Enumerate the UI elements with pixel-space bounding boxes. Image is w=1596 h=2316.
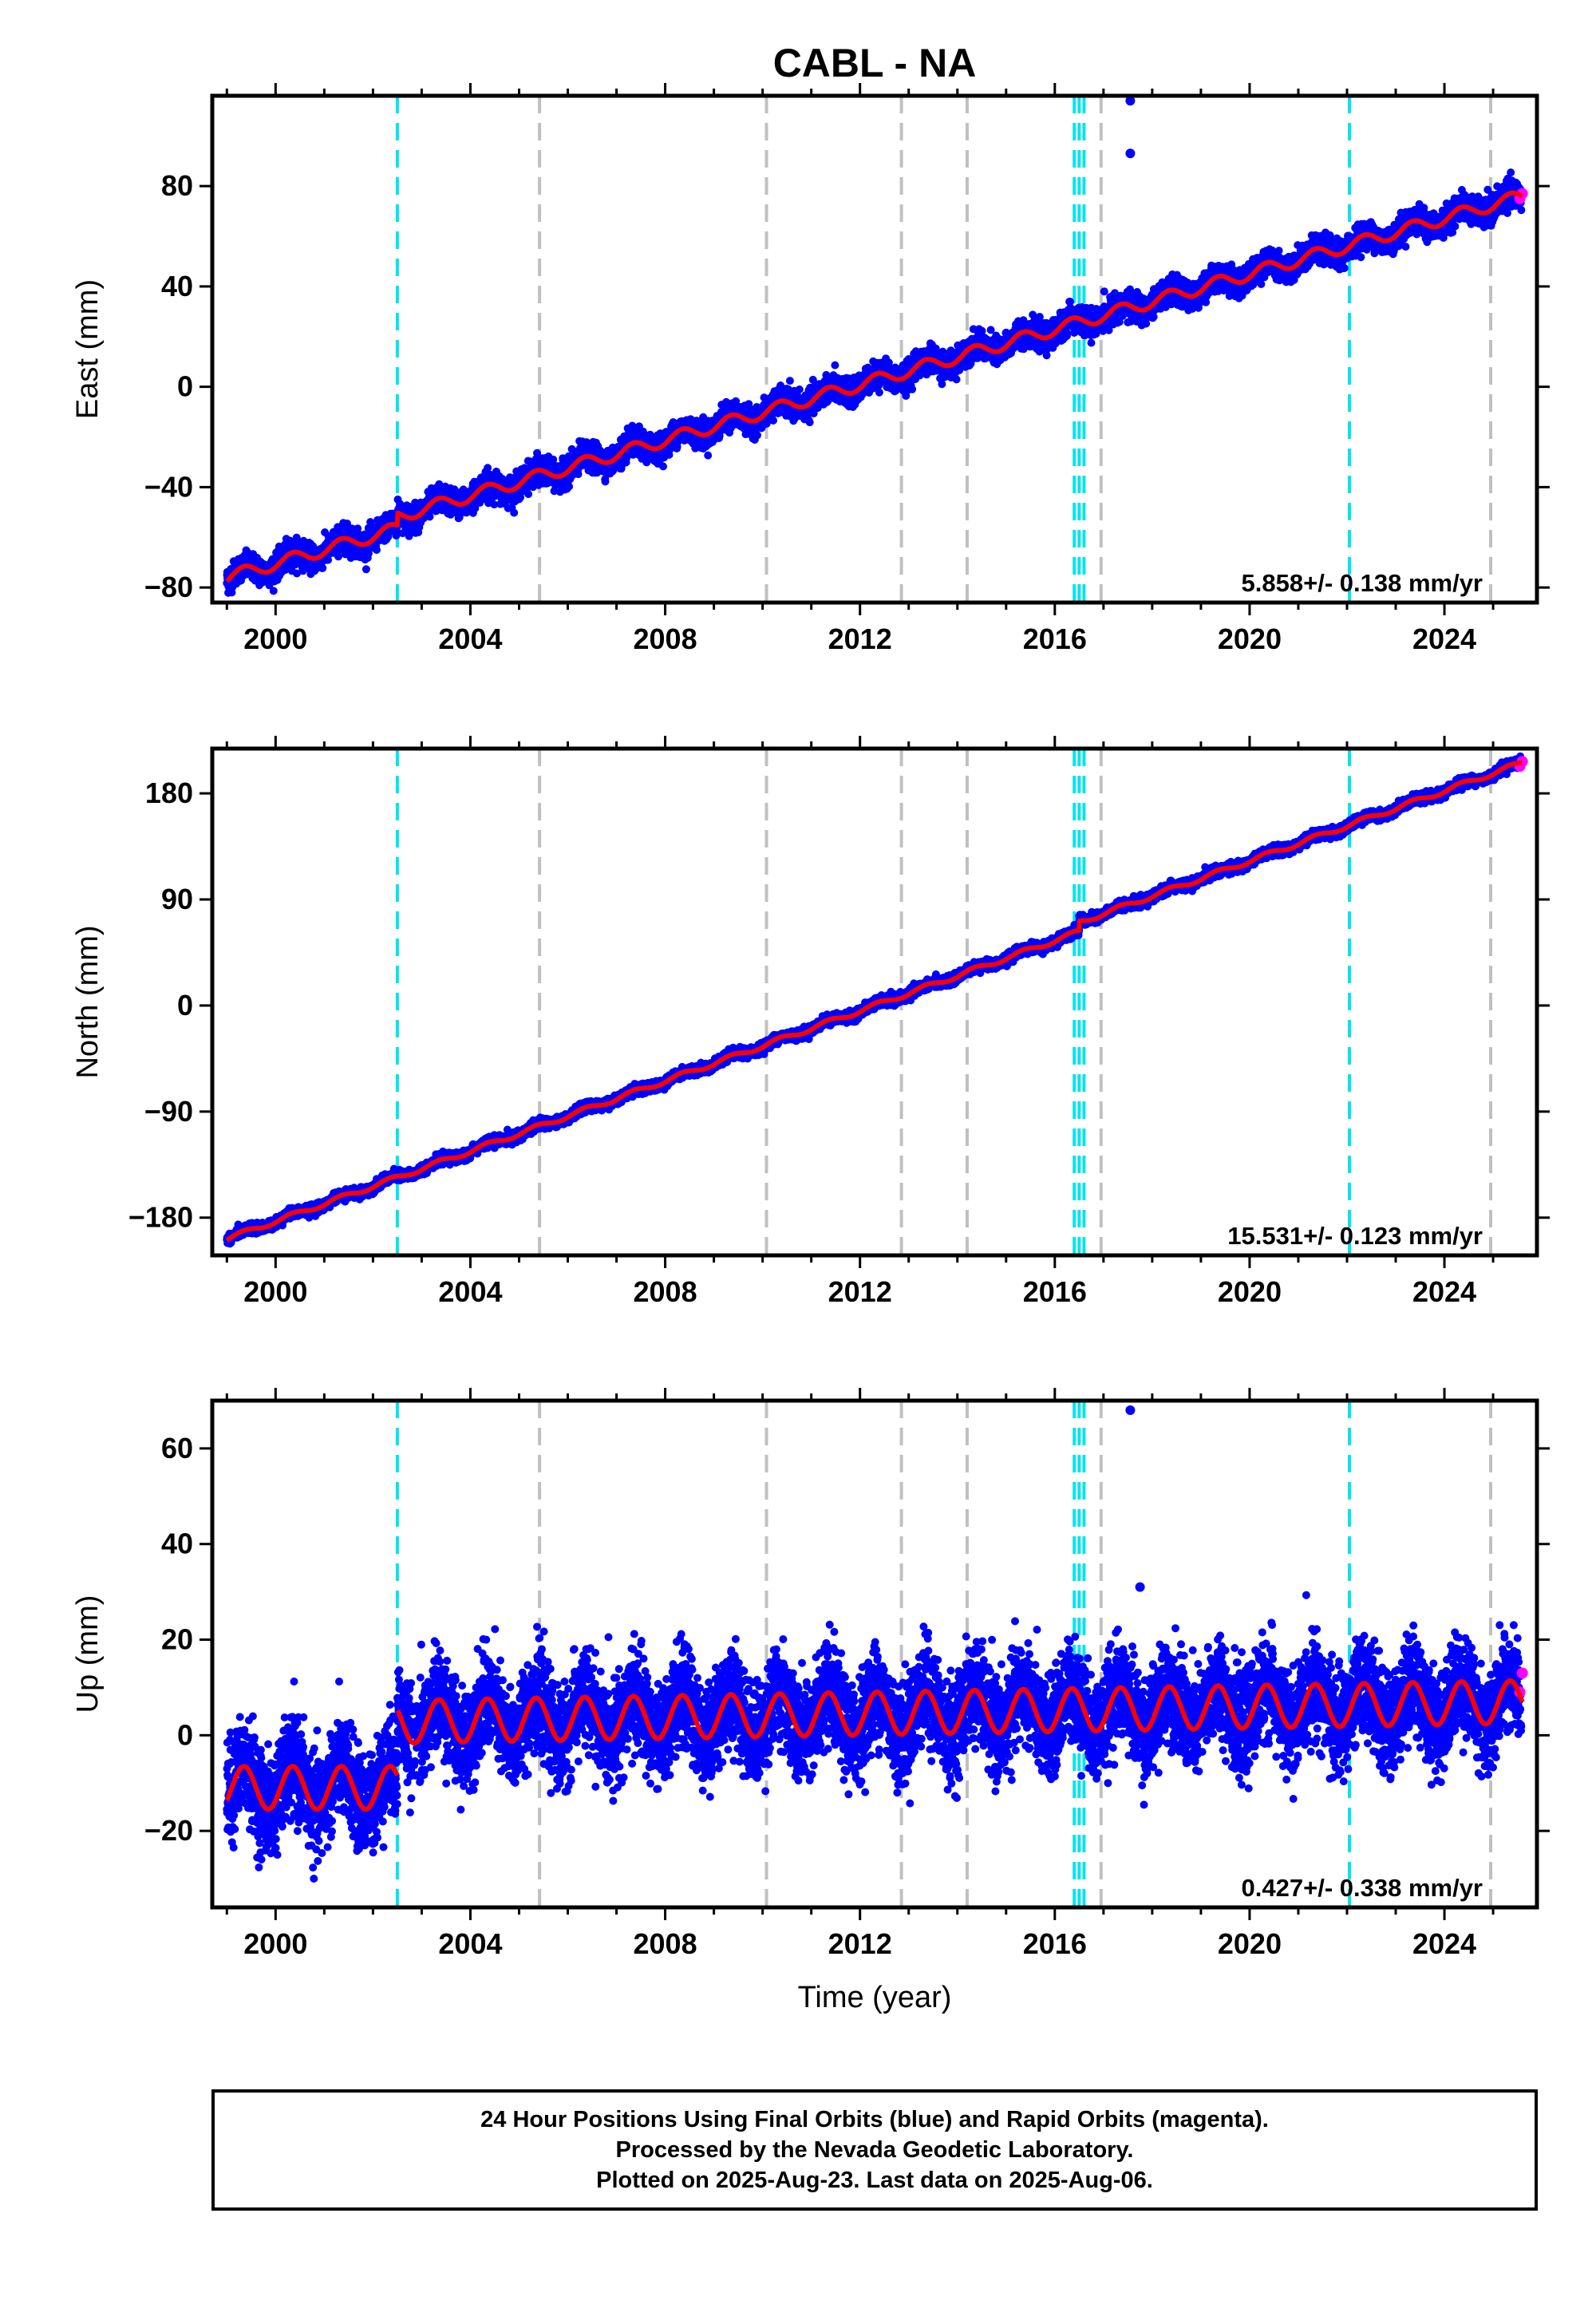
panel-up: 2000 2004 2008 2012 2016 2020 2024 −20 0 20 40 60 Up… [71, 1388, 1550, 1960]
x-axis-label: Time (year) [798, 1981, 952, 2014]
x-tick-label: 2008 [634, 622, 697, 655]
outlier-point [1125, 148, 1136, 159]
x-tick-label: 2004 [438, 1275, 502, 1308]
x-tick-label: 2016 [1023, 1275, 1087, 1308]
y-tick-label: 40 [161, 270, 193, 302]
panel-frame [210, 93, 1539, 605]
y-tick-label: −90 [144, 1095, 193, 1128]
y-tick-label: 40 [161, 1528, 193, 1560]
x-tick-label: 2016 [1023, 1927, 1087, 1960]
y-tick-label: 20 [161, 1623, 193, 1656]
y-tick-label: 0 [177, 1718, 193, 1751]
outlier-point [1125, 96, 1136, 106]
panel-frame [210, 1398, 1539, 1910]
chart-title: CABL - NA [773, 41, 977, 85]
x-tick-label: 2000 [243, 1275, 307, 1308]
y-tick-label: 0 [177, 370, 193, 403]
y-tick-label: −20 [144, 1814, 193, 1847]
plot-area-north [223, 749, 1528, 1255]
model-fit-line [224, 190, 1525, 583]
y-axis-label: East (mm) [71, 279, 105, 419]
rapid-orbit-point [1516, 1667, 1528, 1679]
final-orbit-points [223, 1591, 1526, 1883]
y-axis-label: Up (mm) [71, 1595, 105, 1713]
panel-north: 2000 2004 2008 2012 2016 2020 2024 −180 −90 0 90 18… [71, 736, 1550, 1308]
panel-frame [210, 746, 1539, 1258]
panel-east: 2000 2004 2008 2012 2016 2020 2024 −80 −40 0 40 80 E… [71, 83, 1550, 655]
x-tick-label: 2020 [1218, 1275, 1282, 1308]
x-tick-label: 2016 [1023, 622, 1087, 655]
x-tick-label: 2024 [1412, 622, 1476, 655]
x-tick-label: 2012 [828, 1275, 892, 1308]
y-tick-label: 180 [145, 777, 193, 809]
y-tick-label: −180 [128, 1201, 193, 1234]
x-tick-label: 2008 [634, 1927, 697, 1960]
y-tick-label: 90 [161, 883, 193, 915]
plot-area-east [223, 96, 1528, 603]
outlier-point [1125, 1405, 1136, 1415]
x-tick-label: 2012 [828, 622, 892, 655]
plot-area-up [223, 1401, 1528, 1907]
velocity-label: 0.427+/- 0.338 mm/yr [1242, 1874, 1483, 1902]
x-tick-label: 2020 [1218, 622, 1282, 655]
model-fit-line [224, 760, 1525, 1243]
y-tick-label: −80 [144, 571, 193, 603]
y-tick-label: 80 [161, 169, 193, 202]
outlier-point [1135, 1582, 1145, 1592]
final-orbit-points [223, 168, 1526, 597]
x-tick-label: 2008 [634, 1275, 697, 1308]
y-tick-label: −40 [144, 470, 193, 503]
footer-line-1: 24 Hour Positions Using Final Orbits (bl… [480, 2107, 1269, 2132]
x-tick-label: 2020 [1218, 1927, 1282, 1960]
footer-info-box: 24 Hour Positions Using Final Orbits (bl… [211, 2089, 1538, 2211]
x-tick-label: 2004 [438, 1927, 502, 1960]
footer-line-2: Processed by the Nevada Geodetic Laborat… [615, 2137, 1134, 2163]
velocity-label: 5.858+/- 0.138 mm/yr [1242, 569, 1483, 597]
y-tick-label: 0 [177, 989, 193, 1022]
x-tick-label: 2012 [828, 1927, 892, 1960]
footer-line-3: Plotted on 2025-Aug-23. Last data on 202… [596, 2168, 1153, 2193]
velocity-label: 15.531+/- 0.123 mm/yr [1227, 1222, 1483, 1250]
x-tick-label: 2000 [243, 622, 307, 655]
x-tick-label: 2024 [1412, 1927, 1476, 1960]
model-fit-line [224, 1678, 1525, 1812]
y-tick-label: 60 [161, 1432, 193, 1464]
x-tick-label: 2004 [438, 622, 502, 655]
y-axis-label: North (mm) [71, 925, 105, 1078]
x-tick-label: 2000 [243, 1927, 307, 1960]
x-tick-label: 2024 [1412, 1275, 1476, 1308]
